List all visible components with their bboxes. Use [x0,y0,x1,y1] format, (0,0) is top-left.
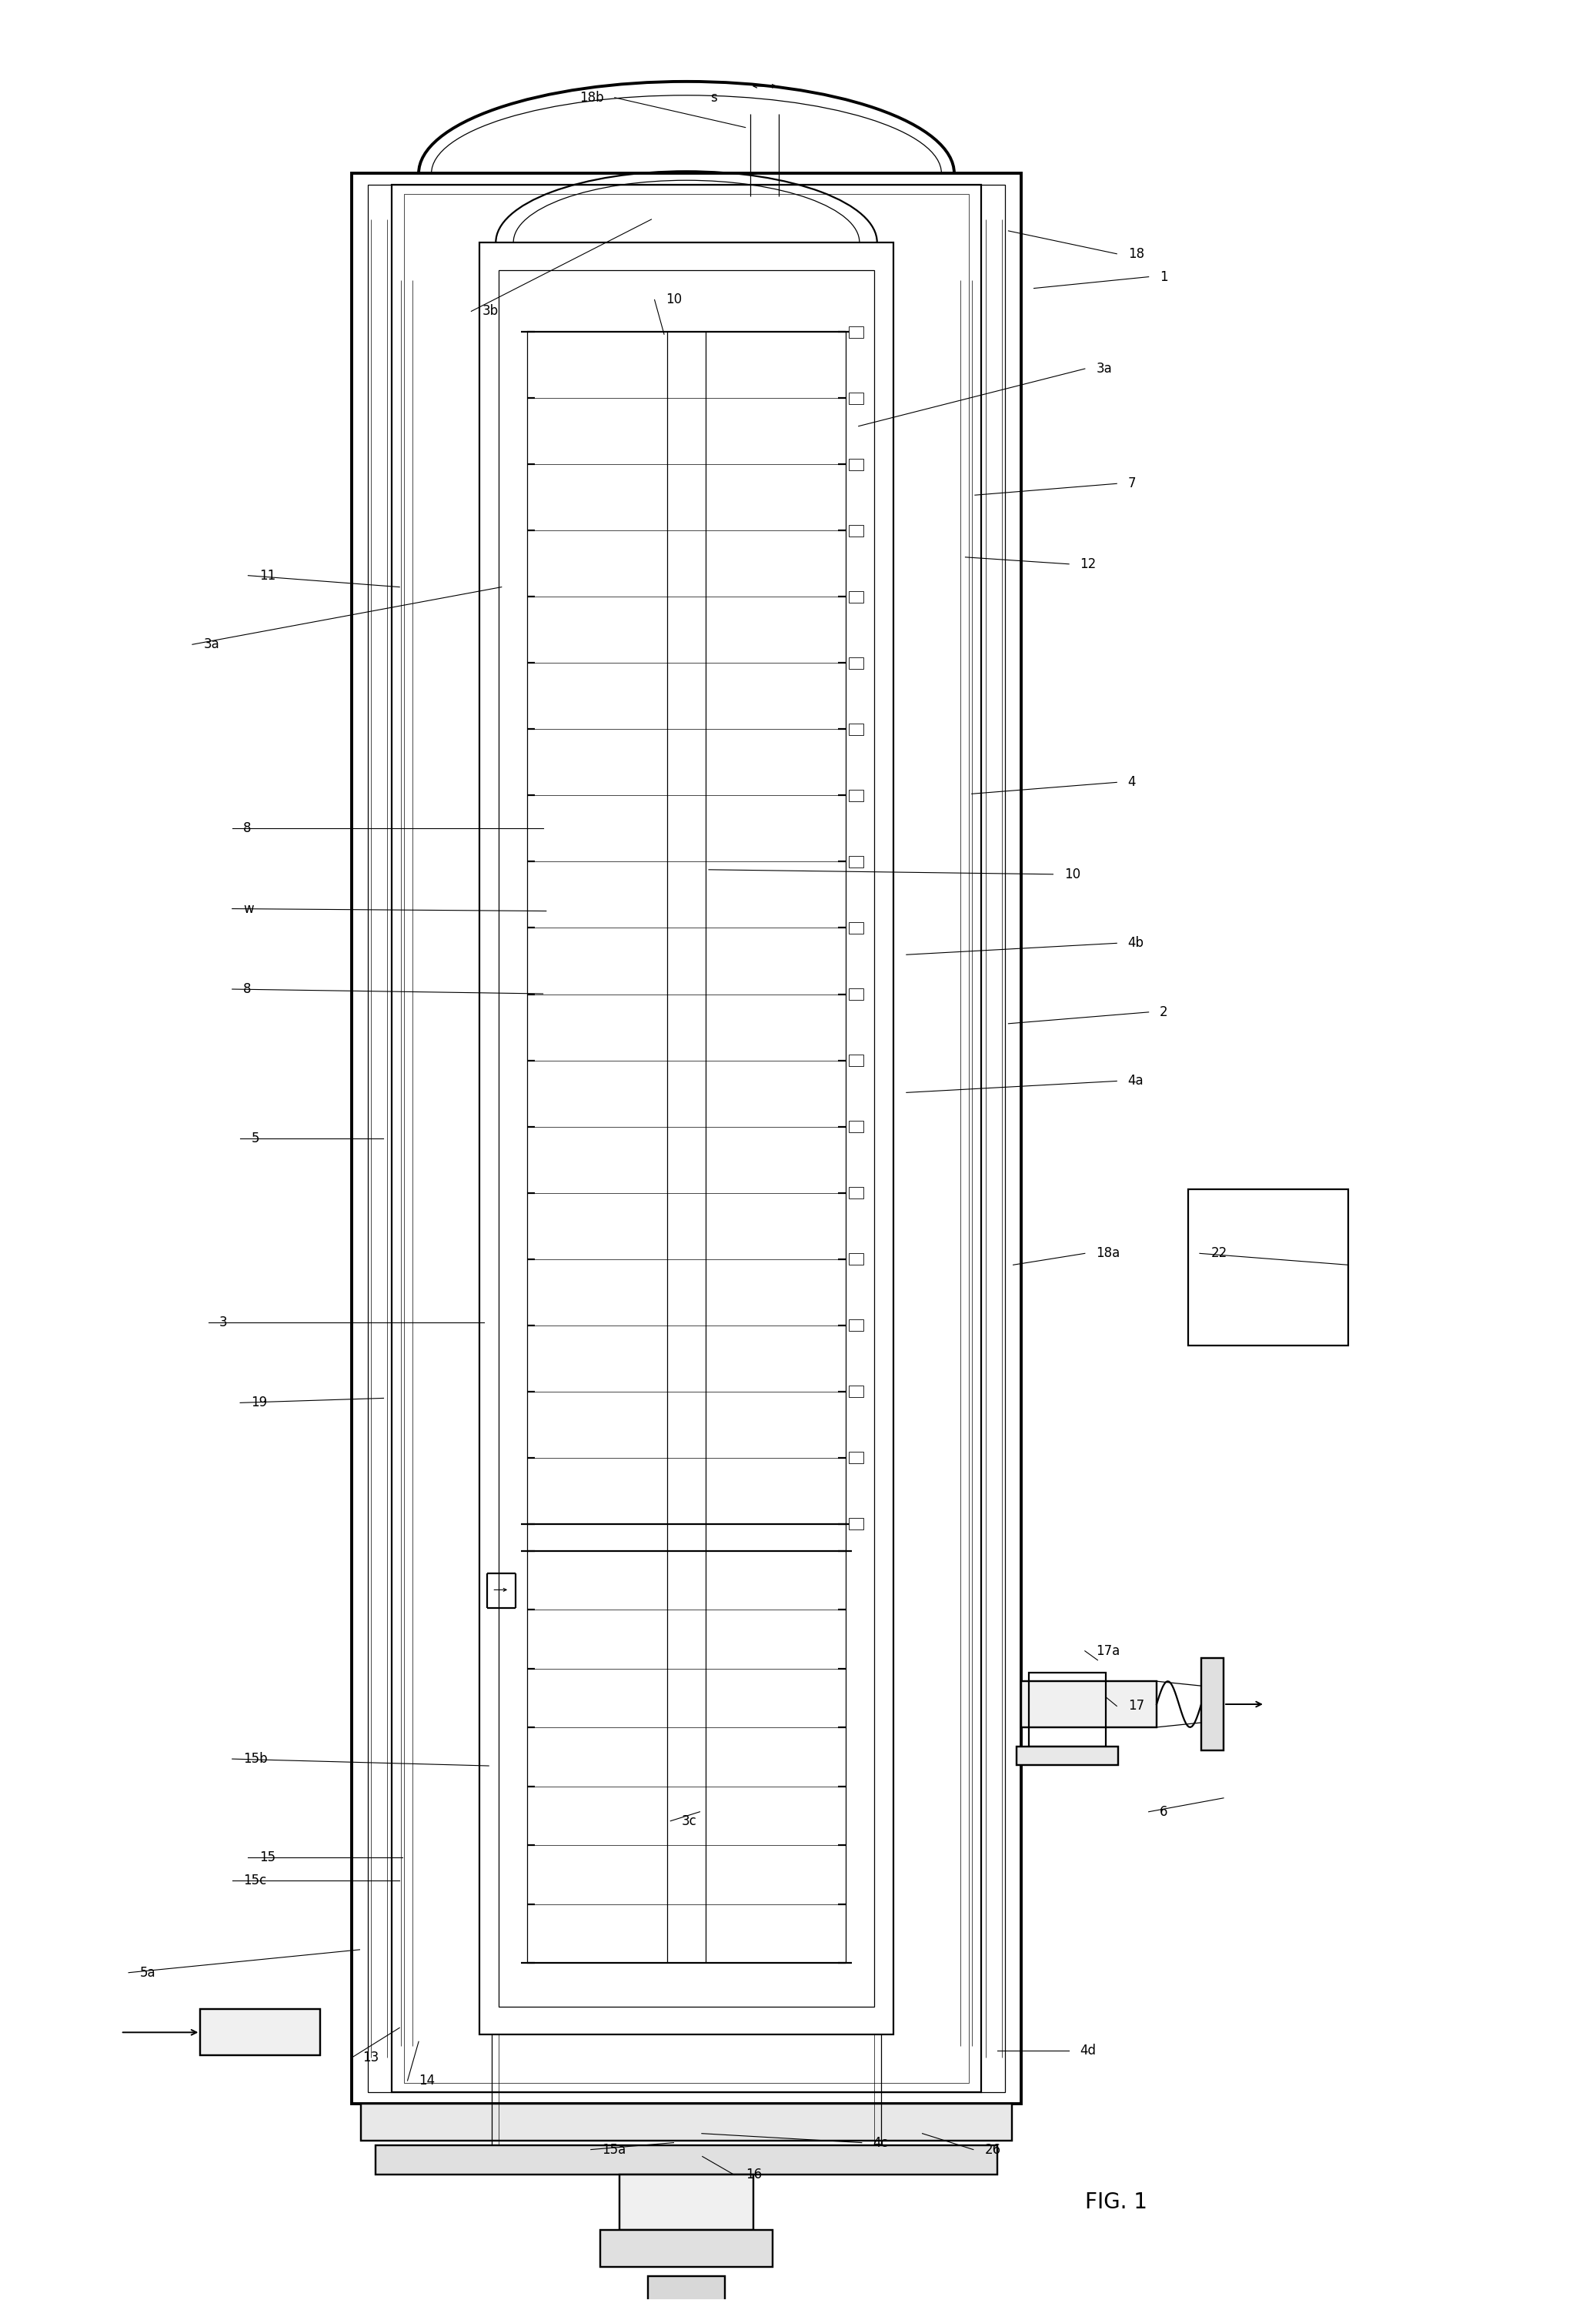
Text: 3b: 3b [482,304,498,317]
Bar [849,1320,863,1332]
Text: 15b: 15b [243,1753,268,1766]
Bar [600,2231,772,2268]
Bar [1202,1658,1224,1750]
Bar [648,2277,725,2300]
Text: 17a: 17a [1096,1644,1120,1658]
Text: 6: 6 [1160,1806,1168,1819]
Bar [1202,1658,1224,1750]
Text: 4: 4 [1128,775,1136,789]
Bar [361,2104,1012,2141]
Bar [1189,1189,1349,1346]
Text: 18b: 18b [579,90,603,103]
Text: 15: 15 [259,1852,276,1865]
Bar [849,524,863,536]
Bar [1029,1672,1106,1746]
Text: 8: 8 [243,821,252,835]
Bar [648,2277,725,2300]
Bar [849,724,863,736]
Text: w: w [243,902,254,915]
Bar [600,2231,772,2268]
Text: 8: 8 [243,982,252,996]
Text: 3a: 3a [1096,361,1112,375]
Bar [849,1187,863,1198]
Bar [849,856,863,867]
Bar [849,658,863,669]
Text: 10: 10 [666,292,681,306]
Text: 3c: 3c [681,1815,697,1828]
Bar [849,1120,863,1132]
Bar [849,1451,863,1463]
Text: 18: 18 [1128,246,1144,260]
Bar [1021,1681,1157,1727]
Bar [849,1385,863,1396]
Bar [375,2146,998,2176]
Bar [361,2104,1012,2141]
Bar [391,184,982,2093]
Bar [849,922,863,934]
Text: 19: 19 [251,1396,268,1410]
Text: 18a: 18a [1096,1247,1120,1260]
Text: 22: 22 [1211,1247,1227,1260]
Bar [849,1518,863,1530]
Text: 10: 10 [1065,867,1080,881]
Bar [1021,1681,1157,1727]
Text: 13: 13 [362,2052,380,2065]
Text: 14: 14 [418,2075,436,2088]
Text: 4c: 4c [873,2137,887,2150]
Bar [849,591,863,603]
Text: 4a: 4a [1128,1074,1144,1088]
Bar [367,184,1005,2093]
Bar [351,172,1021,2104]
Text: 17: 17 [1128,1700,1144,1714]
Bar [849,458,863,469]
Text: FIG. 1: FIG. 1 [1085,2192,1148,2213]
Bar [1017,1746,1119,1764]
Text: 15a: 15a [602,2144,626,2157]
Text: 2: 2 [1160,1005,1168,1019]
Bar [201,2010,319,2056]
Bar [849,989,863,1000]
Bar [404,193,969,2084]
Text: 7: 7 [1128,476,1136,490]
Text: 11: 11 [259,568,276,582]
Text: 16: 16 [745,2169,761,2183]
Bar [479,242,894,2036]
Bar [375,2146,998,2176]
Text: 1: 1 [1160,269,1168,283]
Text: 4d: 4d [1080,2045,1096,2058]
Text: 5: 5 [251,1132,260,1145]
Text: 3: 3 [219,1316,228,1329]
Bar [498,269,875,2008]
Text: 4b: 4b [1128,936,1144,950]
Bar [619,2176,753,2231]
Text: s: s [710,90,717,103]
Bar [619,2176,753,2231]
Text: 3a: 3a [203,637,220,651]
Bar [201,2010,319,2056]
Text: 15c: 15c [243,1874,267,1888]
Text: 12: 12 [1080,557,1096,570]
Bar [849,1056,863,1067]
Bar [1017,1746,1119,1764]
Bar [849,789,863,800]
Text: 26: 26 [985,2144,1001,2157]
Bar [849,1254,863,1265]
Bar [849,393,863,405]
Text: 5a: 5a [140,1966,155,1980]
Bar [849,327,863,338]
